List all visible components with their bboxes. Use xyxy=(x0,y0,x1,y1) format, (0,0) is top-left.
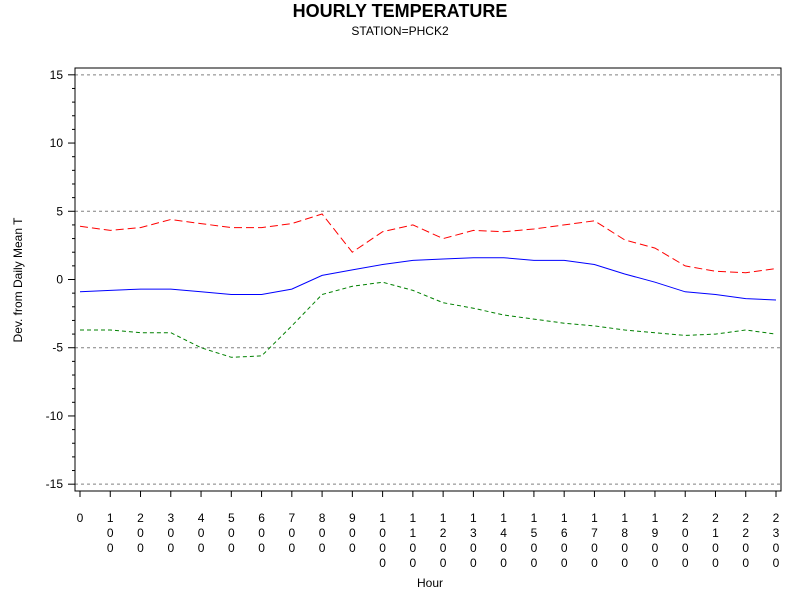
y-tick-label: -10 xyxy=(46,409,64,423)
y-tick-label: -5 xyxy=(52,341,63,355)
y-tick-label: 5 xyxy=(56,204,63,218)
x-axis-label: Hour xyxy=(417,576,443,590)
y-tick-label: -15 xyxy=(46,477,64,491)
chart-subtitle: STATION=PHCK2 xyxy=(351,24,449,38)
y-axis: -15 -10 -5 0 5 10 15 xyxy=(46,68,75,491)
y-tick-label: 15 xyxy=(50,68,64,82)
series-line-2 xyxy=(79,257,777,301)
y-tick-label: 10 xyxy=(50,136,64,150)
plot-frame xyxy=(74,67,782,492)
y-tick-label: 0 xyxy=(56,273,63,287)
reference-lines xyxy=(75,74,781,485)
x-tick-label: 0 xyxy=(77,511,84,525)
x-axis: 0 1 0 0 2 0 0 3 0 0 4 0 0 5 0 0 6 0 0 7 0 0 8 0 0 9 0 0 1 0 0 0 1 1 0 0 1 2 0 0… xyxy=(77,491,780,570)
series-line-1 xyxy=(79,213,777,274)
series-line-3 xyxy=(80,281,777,358)
chart-title: HOURLY TEMPERATURE xyxy=(293,1,508,21)
y-axis-label: Dev. from Daily Mean T xyxy=(11,217,25,343)
series-lines xyxy=(79,213,777,358)
